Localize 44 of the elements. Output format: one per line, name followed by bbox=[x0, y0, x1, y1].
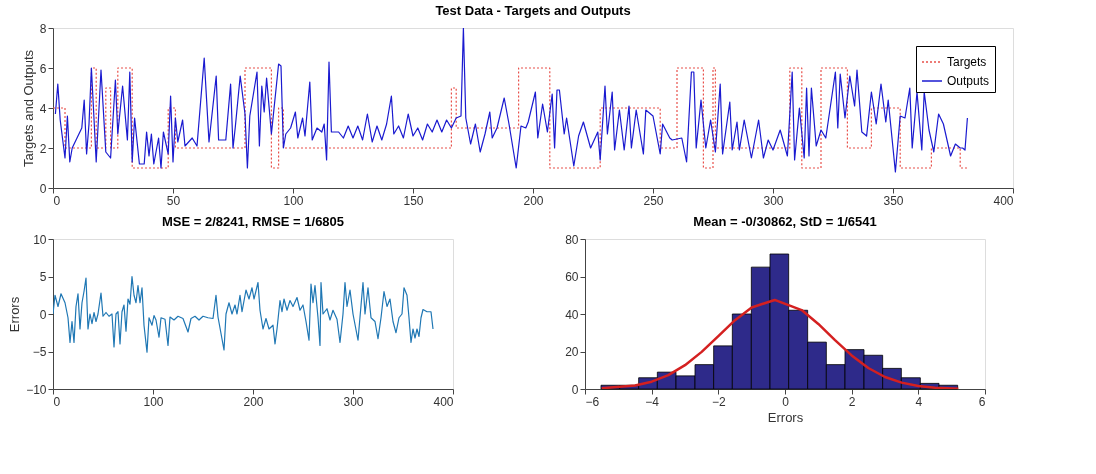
x-tick-label: 0 bbox=[782, 394, 790, 409]
x-tick-label: 4 bbox=[915, 394, 923, 409]
legend-label: Outputs bbox=[947, 74, 990, 88]
y-tick-label: 2 bbox=[39, 141, 47, 156]
x-axis-title: Errors bbox=[767, 409, 804, 425]
y-tick-label: 0 bbox=[39, 307, 47, 322]
x-tick-label: 200 bbox=[243, 394, 264, 409]
x-tick-label: 250 bbox=[643, 193, 664, 208]
y-tick-label: 20 bbox=[565, 345, 579, 359]
x-tick-label: 300 bbox=[343, 394, 364, 409]
x-tick-label: 400 bbox=[433, 394, 454, 409]
chart-title: MSE = 2/8241, RMSE = 1/6805 bbox=[161, 214, 345, 229]
x-tick-label: 100 bbox=[143, 394, 164, 409]
y-tick-label: 80 bbox=[565, 232, 579, 247]
y-tick-label: 0 bbox=[571, 382, 579, 397]
x-tick-label: 200 bbox=[523, 193, 544, 208]
y-tick-label: 6 bbox=[39, 61, 47, 76]
y-axis-title: Targets and Outputs bbox=[20, 49, 36, 168]
y-tick-label: 60 bbox=[565, 270, 579, 284]
x-tick-label: −6 bbox=[585, 394, 600, 409]
y-tick-label: 5 bbox=[39, 270, 47, 284]
chart-title: Mean = -0/30862, StD = 1/6541 bbox=[693, 214, 877, 229]
y-tick-label: −10 bbox=[26, 382, 47, 397]
x-tick-label: 50 bbox=[166, 193, 181, 208]
x-tick-label: 300 bbox=[763, 193, 784, 208]
chart-title: Test Data - Targets and Outputs bbox=[435, 3, 631, 18]
y-tick-label: 4 bbox=[39, 101, 47, 116]
x-tick-label: 400 bbox=[993, 193, 1014, 208]
x-tick-label: 6 bbox=[978, 394, 986, 409]
x-tick-label: 2 bbox=[848, 394, 856, 409]
y-tick-label: −5 bbox=[32, 345, 47, 359]
y-tick-label: 10 bbox=[33, 232, 47, 247]
y-tick-label: 40 bbox=[565, 307, 579, 322]
x-tick-label: 0 bbox=[53, 394, 61, 409]
y-axis-title: Errors bbox=[7, 296, 23, 333]
x-tick-label: −2 bbox=[711, 394, 726, 409]
y-tick-label: 8 bbox=[39, 21, 47, 36]
x-tick-label: 100 bbox=[283, 193, 304, 208]
x-tick-label: 150 bbox=[403, 193, 424, 208]
x-tick-label: 0 bbox=[53, 193, 61, 208]
y-tick-label: 0 bbox=[39, 181, 47, 196]
x-tick-label: 350 bbox=[883, 193, 904, 208]
x-tick-label: −4 bbox=[645, 394, 660, 409]
legend-label: Targets bbox=[947, 55, 987, 69]
